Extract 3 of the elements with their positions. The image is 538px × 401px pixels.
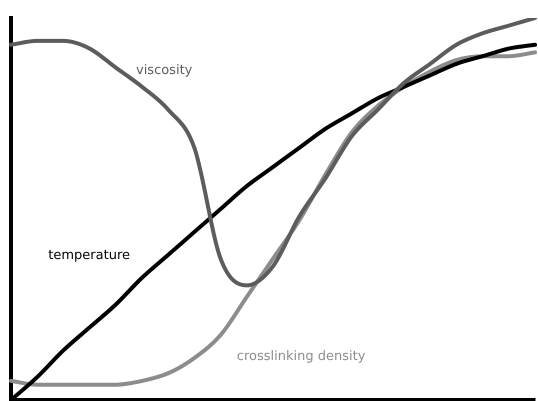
series-label: viscosity [136,63,193,78]
series-label: crosslinking density [236,349,366,364]
series-label: temperature [48,248,130,264]
